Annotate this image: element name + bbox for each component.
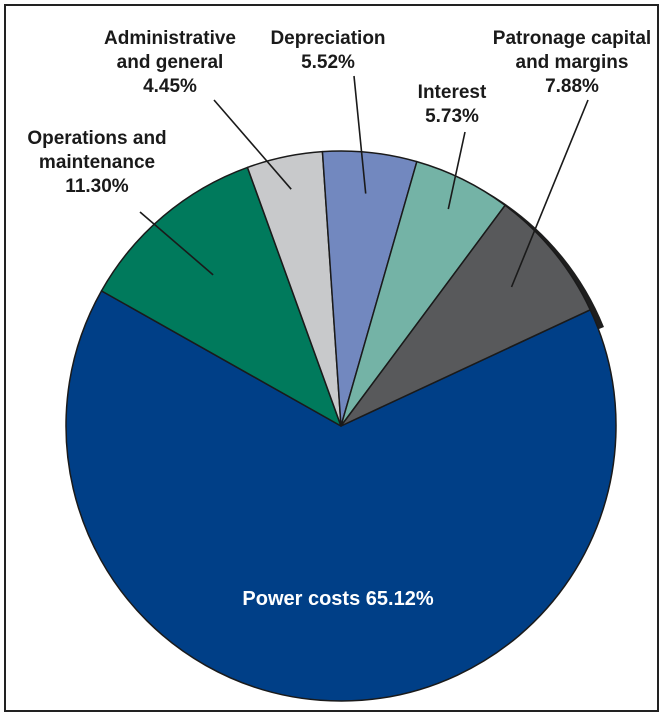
- label-interest-line1: Interest: [418, 82, 487, 103]
- pie-slices: [65, 150, 617, 702]
- label-operations-value: 11.30%: [65, 176, 128, 197]
- leader-line-operations-and-maintenance: [139, 211, 214, 276]
- label-depreciation-line1: Depreciation: [270, 28, 385, 49]
- label-admin-line2: and general: [117, 52, 224, 73]
- label-depreciation-value: 5.52%: [301, 52, 355, 73]
- label-interest-value: 5.73%: [425, 106, 479, 127]
- leader-line-depreciation: [353, 75, 367, 194]
- leader-line-interest: [447, 131, 466, 210]
- leader-line-administrative-and-general: [213, 99, 292, 190]
- pie-slice-patronage-capital-and-margins: [340, 204, 591, 427]
- label-power-costs: Power costs 65.12%: [242, 588, 433, 610]
- pie-slice-power-costs: [65, 290, 617, 702]
- label-operations-line1: Operations and: [27, 128, 166, 149]
- pie-slice-operations-and-maintenance: [100, 166, 342, 427]
- label-patronage-line2: and margins: [516, 52, 629, 73]
- label-admin-line1: Administrative: [104, 28, 236, 49]
- label-operations-line2: maintenance: [39, 152, 155, 173]
- label-patronage-line1: Patronage capital: [493, 28, 651, 49]
- leader-lines: [139, 75, 589, 288]
- label-admin-value: 4.45%: [143, 76, 197, 97]
- label-patronage-value: 7.88%: [545, 76, 599, 97]
- leader-line-patronage-capital-and-margins: [510, 99, 589, 288]
